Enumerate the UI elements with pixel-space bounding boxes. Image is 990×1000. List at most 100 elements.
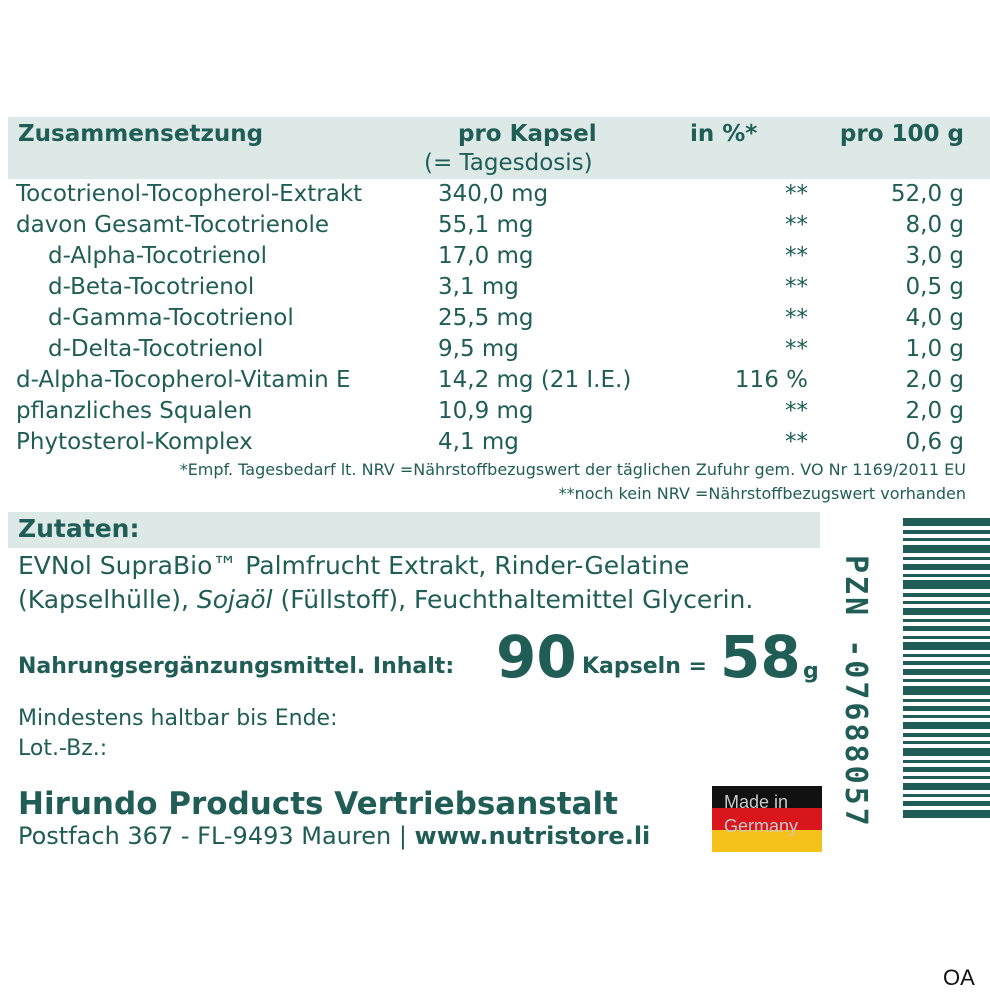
barcode-bar bbox=[903, 794, 990, 797]
barcode-bar bbox=[903, 715, 990, 718]
barcode-bar bbox=[903, 767, 990, 772]
row-percent: ** bbox=[785, 274, 808, 300]
table-row: d-Gamma-Tocotrienol 25,5 mg ** 4,0 g bbox=[0, 305, 990, 336]
barcode bbox=[903, 518, 990, 818]
row-per100: 0,5 g bbox=[905, 274, 965, 300]
table-row: d-Alpha-Tocopherol-Vitamin E 14,2 mg (21… bbox=[0, 367, 990, 398]
table-row: davon Gesamt-Tocotrienole 55,1 mg ** 8,0… bbox=[0, 212, 990, 243]
header-per-100g: pro 100 g bbox=[839, 121, 964, 147]
row-percent: ** bbox=[785, 398, 808, 424]
barcode-bar bbox=[903, 574, 990, 577]
header-per-capsule-sub: (= Tagesdosis) bbox=[424, 150, 593, 176]
row-amount: 9,5 mg bbox=[438, 336, 519, 362]
table-row: d-Delta-Tocotrienol 9,5 mg ** 1,0 g bbox=[0, 336, 990, 367]
barcode-bar bbox=[903, 545, 990, 553]
barcode-bar bbox=[903, 776, 990, 779]
barcode-bar bbox=[903, 580, 990, 589]
header-percent: in %* bbox=[690, 121, 758, 147]
barcode-bar bbox=[903, 636, 990, 639]
row-name: pflanzliches Squalen bbox=[16, 398, 253, 424]
ingredients-line-1: EVNol SupraBio™ Palmfrucht Extrakt, Rind… bbox=[18, 551, 690, 580]
website-link[interactable]: www.nutristore.li bbox=[414, 822, 651, 850]
barcode-bar bbox=[903, 760, 990, 763]
content-label: Nahrungsergänzungsmittel. Inhalt: bbox=[18, 654, 455, 679]
row-per100: 3,0 g bbox=[905, 243, 965, 269]
table-row: Phytosterol-Komplex 4,1 mg ** 0,6 g bbox=[0, 429, 990, 460]
row-name: d-Alpha-Tocopherol-Vitamin E bbox=[16, 367, 351, 393]
capsule-count: 90 bbox=[496, 623, 577, 691]
address-text: Postfach 367 - FL-9493 Mauren | bbox=[18, 822, 415, 850]
barcode-bar bbox=[903, 748, 990, 756]
ingredients-title: Zutaten: bbox=[18, 514, 140, 543]
barcode-bar bbox=[903, 619, 990, 622]
table-row: d-Beta-Tocotrienol 3,1 mg ** 0,5 g bbox=[0, 274, 990, 305]
footnote-no-nrv: **noch kein NRV =Nährstoffbezugswert vor… bbox=[558, 484, 966, 503]
barcode-bar bbox=[903, 608, 990, 615]
barcode-bar bbox=[903, 733, 990, 737]
table-row: d-Alpha-Tocotrienol 17,0 mg ** 3,0 g bbox=[0, 243, 990, 274]
row-name: Tocotrienol-Tocopherol-Extrakt bbox=[16, 181, 363, 207]
barcode-bar bbox=[903, 626, 990, 631]
row-per100: 1,0 g bbox=[905, 336, 965, 362]
capsules-label: Kapseln = bbox=[582, 654, 707, 679]
made-in-germany-flag: Made in Germany bbox=[712, 786, 822, 852]
row-percent: ** bbox=[785, 181, 808, 207]
lot-label: Lot.-Bz.: bbox=[18, 736, 108, 761]
flag-stripe-black bbox=[712, 786, 822, 808]
row-percent: ** bbox=[785, 429, 808, 455]
barcode-bar bbox=[903, 722, 990, 729]
flag-stripe-gold bbox=[712, 830, 822, 852]
flag-caption-line-1: Made in bbox=[724, 792, 789, 812]
barcode-bar bbox=[903, 679, 990, 682]
ingredients-header-band bbox=[8, 512, 820, 548]
flag-caption-line-2: Germany bbox=[724, 816, 799, 836]
row-per100: 4,0 g bbox=[905, 305, 965, 331]
row-per100: 0,6 g bbox=[905, 429, 965, 455]
barcode-bar bbox=[903, 642, 990, 650]
row-amount: 55,1 mg bbox=[438, 212, 534, 238]
barcode-bar bbox=[903, 557, 990, 560]
ingredients-line-2b: (Füllstoff), Feuchthaltemittel Glycerin. bbox=[272, 585, 754, 614]
barcode-bar bbox=[903, 706, 990, 711]
table-row: Tocotrienol-Tocopherol-Extrakt 340,0 mg … bbox=[0, 181, 990, 212]
net-weight-unit: g bbox=[803, 659, 819, 684]
flag-caption: Made in Germany bbox=[724, 790, 798, 838]
company-name: Hirundo Products Vertriebsanstalt bbox=[18, 786, 618, 822]
company-address: Postfach 367 - FL-9493 Mauren | www.nutr… bbox=[18, 822, 650, 850]
row-name: d-Delta-Tocotrienol bbox=[48, 336, 264, 362]
row-per100: 8,0 g bbox=[905, 212, 965, 238]
barcode-bar bbox=[903, 741, 990, 744]
barcode-bar bbox=[903, 686, 990, 695]
net-weight: 58 bbox=[720, 623, 801, 691]
pzn-number: PZN -07688057 bbox=[838, 555, 873, 829]
ingredients-line-2a: (Kapselhülle), bbox=[18, 585, 197, 614]
row-per100: 2,0 g bbox=[905, 398, 965, 424]
row-per100: 52,0 g bbox=[890, 181, 964, 207]
row-percent: ** bbox=[785, 336, 808, 362]
table-row: pflanzliches Squalen 10,9 mg ** 2,0 g bbox=[0, 398, 990, 429]
flag-stripe-red bbox=[712, 808, 822, 830]
row-amount: 14,2 mg (21 I.E.) bbox=[438, 367, 632, 393]
ingredients-line-2: (Kapselhülle), Sojaöl (Füllstoff), Feuch… bbox=[18, 585, 753, 614]
barcode-bar bbox=[903, 699, 990, 702]
best-before-label: Mindestens haltbar bis Ende: bbox=[18, 706, 338, 731]
row-amount: 340,0 mg bbox=[438, 181, 549, 207]
barcode-bar bbox=[903, 661, 990, 665]
barcode-bar bbox=[903, 518, 990, 526]
barcode-bar bbox=[903, 530, 990, 534]
row-per100: 2,0 g bbox=[905, 367, 965, 393]
barcode-bar bbox=[903, 593, 990, 597]
barcode-bar bbox=[903, 783, 990, 790]
row-name: d-Beta-Tocotrienol bbox=[48, 274, 255, 300]
barcode-bar bbox=[903, 801, 990, 806]
table-header-band bbox=[8, 117, 990, 179]
barcode-bar bbox=[903, 538, 990, 541]
barcode-bar bbox=[903, 601, 990, 604]
barcode-bar bbox=[903, 564, 990, 570]
row-percent: ** bbox=[785, 212, 808, 238]
ingredients-italic: Sojaöl bbox=[196, 585, 273, 614]
footnote-nrv: *Empf. Tagesbedarf lt. NRV =Nährstoffbez… bbox=[179, 460, 966, 479]
header-per-capsule: pro Kapsel bbox=[458, 121, 597, 147]
header-composition: Zusammensetzung bbox=[18, 121, 264, 147]
row-name: davon Gesamt-Tocotrienole bbox=[16, 212, 330, 238]
